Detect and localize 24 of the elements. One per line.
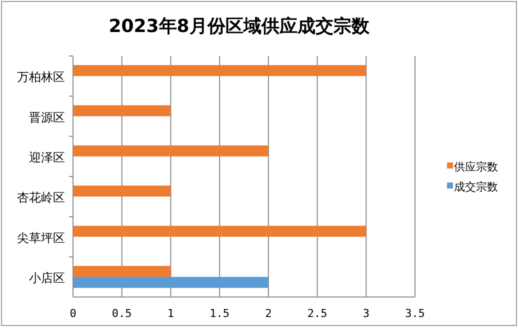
x-tick-label: 0 [70, 307, 76, 320]
x-tick-label: 1 [167, 307, 174, 320]
legend-label: 成交宗数 [454, 180, 498, 194]
bar [73, 276, 268, 288]
x-tick-label: 0.5 [112, 307, 132, 320]
chart-title: 2023年8月份区域供应成交宗数 [108, 16, 370, 37]
y-tick-label: 小店区 [29, 270, 65, 285]
bar [73, 266, 171, 277]
x-tick-label: 2.5 [307, 307, 328, 320]
bar [73, 186, 171, 197]
bar [73, 65, 366, 76]
y-tick-label: 晋源区 [29, 110, 65, 124]
bar [73, 105, 171, 116]
x-tick-label: 1.5 [210, 307, 230, 320]
y-tick-label: 杏花岭区 [17, 190, 65, 205]
y-tick-label: 迎泽区 [29, 150, 65, 164]
x-tick-label: 3 [362, 307, 370, 320]
bar [73, 226, 366, 237]
y-tick-label: 尖草坪区 [17, 230, 65, 245]
y-tick-label: 万柏林区 [17, 70, 65, 84]
bar [73, 145, 268, 156]
x-tick-label: 3.5 [405, 307, 425, 320]
x-tick-label: 2 [265, 307, 272, 320]
legend-label: 供应宗数 [454, 160, 498, 174]
